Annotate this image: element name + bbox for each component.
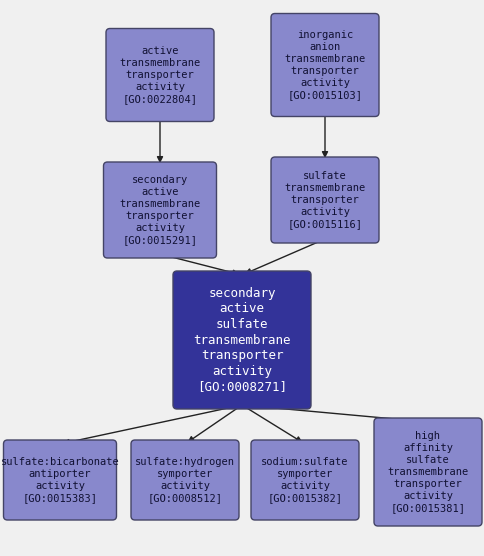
FancyBboxPatch shape: [173, 271, 311, 409]
FancyBboxPatch shape: [106, 28, 214, 122]
Text: active
transmembrane
transporter
activity
[GO:0022804]: active transmembrane transporter activit…: [120, 46, 201, 104]
FancyBboxPatch shape: [3, 440, 117, 520]
FancyBboxPatch shape: [271, 157, 379, 243]
Text: sodium:sulfate
symporter
activity
[GO:0015382]: sodium:sulfate symporter activity [GO:00…: [261, 457, 349, 503]
FancyBboxPatch shape: [374, 418, 482, 526]
FancyBboxPatch shape: [131, 440, 239, 520]
Text: sulfate:bicarbonate
antiporter
activity
[GO:0015383]: sulfate:bicarbonate antiporter activity …: [0, 457, 120, 503]
Text: secondary
active
transmembrane
transporter
activity
[GO:0015291]: secondary active transmembrane transport…: [120, 175, 201, 245]
FancyBboxPatch shape: [251, 440, 359, 520]
Text: secondary
active
sulfate
transmembrane
transporter
activity
[GO:0008271]: secondary active sulfate transmembrane t…: [193, 287, 291, 393]
FancyBboxPatch shape: [271, 13, 379, 117]
Text: sulfate:hydrogen
symporter
activity
[GO:0008512]: sulfate:hydrogen symporter activity [GO:…: [135, 457, 235, 503]
Text: sulfate
transmembrane
transporter
activity
[GO:0015116]: sulfate transmembrane transporter activi…: [285, 171, 365, 229]
FancyBboxPatch shape: [104, 162, 216, 258]
Text: high
affinity
sulfate
transmembrane
transporter
activity
[GO:0015381]: high affinity sulfate transmembrane tran…: [387, 431, 469, 513]
Text: inorganic
anion
transmembrane
transporter
activity
[GO:0015103]: inorganic anion transmembrane transporte…: [285, 30, 365, 100]
